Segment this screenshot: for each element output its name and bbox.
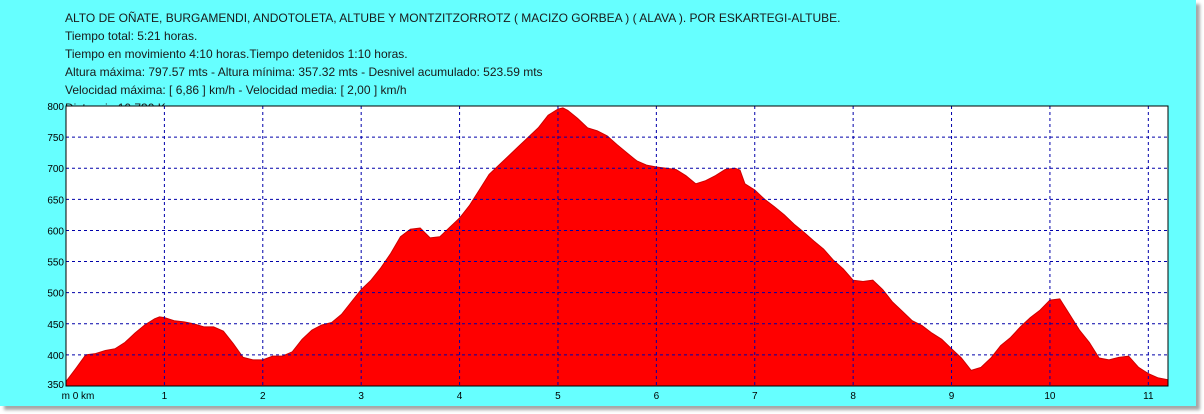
route-title: ALTO DE OÑATE, BURGAMENDI, ANDOTOLETA, A… <box>65 11 841 25</box>
y-tick-label: 500 <box>47 289 64 300</box>
x-tick-label: 3 <box>358 391 364 402</box>
x-tick-label: 4 <box>457 391 463 402</box>
y-tick-label: 750 <box>47 133 64 144</box>
x-tick-label: 9 <box>949 391 955 402</box>
total-time: Tiempo total: 5:21 horas. <box>65 29 198 43</box>
altitude-stats: Altura máxima: 797.57 mts - Altura mínim… <box>65 65 543 79</box>
x-tick-label: 1 <box>162 391 168 402</box>
y-tick-label: 350 <box>47 380 64 391</box>
y-tick-label: 550 <box>47 258 64 269</box>
y-tick-label: 650 <box>47 195 64 206</box>
x-tick-label: 10 <box>1044 391 1056 402</box>
x-origin-label: m 0 km <box>62 391 95 402</box>
y-tick-label: 400 <box>47 351 64 362</box>
route-info: ALTO DE OÑATE, BURGAMENDI, ANDOTOLETA, A… <box>65 9 840 117</box>
x-tick-label: 6 <box>654 391 660 402</box>
moving-time: Tiempo en movimiento 4:10 horas.Tiempo d… <box>65 47 408 61</box>
x-tick-label: 2 <box>260 391 266 402</box>
plot-border <box>65 105 1169 387</box>
elevation-chart: 1 2 3 4 5 6 7 8 9 10 11 400 450 500 550 600 650 700 750 800… <box>47 102 1169 402</box>
y-tick-label: 700 <box>47 164 64 175</box>
x-tick-label: 11 <box>1143 391 1154 402</box>
x-tick-label: 7 <box>752 391 758 402</box>
y-tick-label: 450 <box>47 320 64 331</box>
y-tick-label: 800 <box>47 102 64 113</box>
y-tick-label: 600 <box>47 226 64 237</box>
profile-panel: ALTO DE OÑATE, BURGAMENDI, ANDOTOLETA, A… <box>0 0 1196 406</box>
elevation-area <box>65 107 1169 387</box>
speed-stats: Velocidad máxima: [ 6,86 ] km/h - Veloci… <box>65 83 407 97</box>
x-tick-label: 5 <box>555 391 561 402</box>
x-tick-label: 8 <box>850 391 856 402</box>
